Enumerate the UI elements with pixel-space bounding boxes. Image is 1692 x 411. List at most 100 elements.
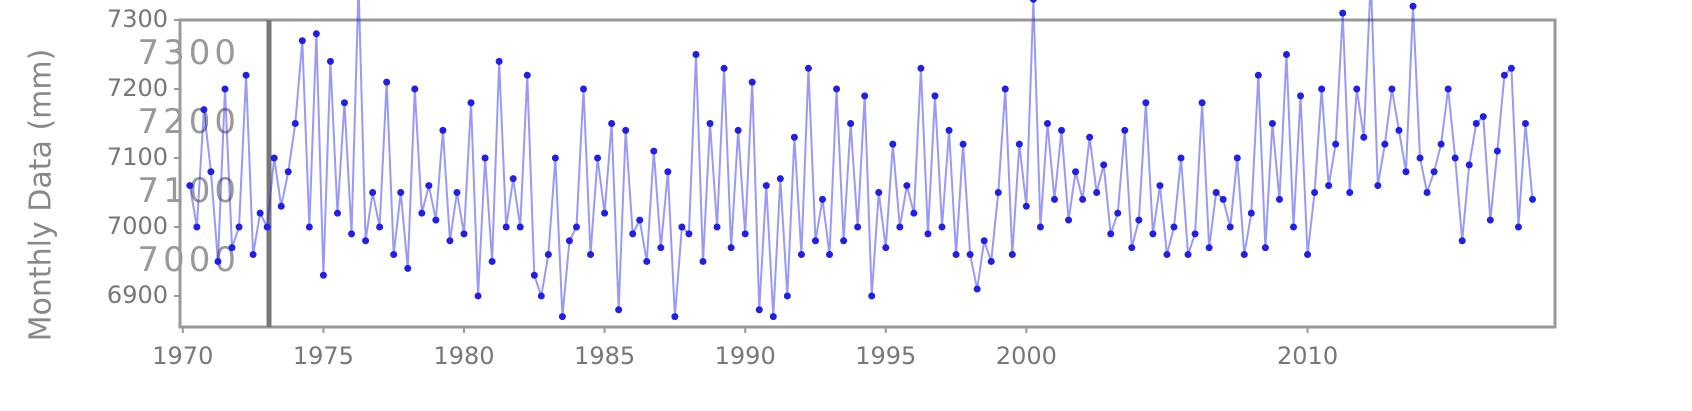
data-point [1360, 133, 1368, 141]
data-point [601, 209, 609, 217]
data-point [875, 188, 883, 196]
data-point [833, 85, 841, 93]
data-point [826, 251, 834, 259]
data-point [284, 168, 292, 176]
data-point [840, 237, 848, 245]
data-point [882, 244, 890, 252]
data-point [502, 223, 510, 231]
data-point [1170, 223, 1178, 231]
plot-frame [178, 18, 1557, 329]
data-point [362, 237, 370, 245]
data-point [1521, 119, 1529, 127]
data-point [769, 313, 777, 321]
data-point [847, 119, 855, 127]
data-point [1100, 161, 1108, 169]
data-point [973, 285, 981, 293]
data-point [1409, 2, 1417, 10]
ghost-y-tick-label: 7300 [137, 33, 240, 73]
data-point [762, 182, 770, 190]
data-point [987, 257, 995, 265]
data-point [678, 223, 686, 231]
data-point [1043, 119, 1051, 127]
data-point [657, 244, 665, 252]
data-point [776, 175, 784, 183]
data-point [495, 57, 503, 65]
data-point [221, 85, 229, 93]
data-point [1297, 92, 1305, 100]
data-point [748, 78, 756, 86]
data-point [594, 154, 602, 162]
x-tick-label: 2000 [996, 342, 1057, 370]
data-point [1486, 216, 1494, 224]
data-point [453, 188, 461, 196]
data-point [804, 64, 812, 72]
data-point [1121, 126, 1129, 134]
data-point [277, 202, 285, 210]
data-point [1318, 85, 1326, 93]
data-point [1423, 188, 1431, 196]
data-point [200, 106, 208, 114]
data-point [1177, 154, 1185, 162]
data-point [699, 257, 707, 265]
data-point [741, 230, 749, 238]
data-point [1507, 64, 1515, 72]
data-point [1029, 0, 1037, 3]
data-point [931, 92, 939, 100]
data-point [868, 292, 876, 300]
data-point [1437, 140, 1445, 148]
data-point [1346, 188, 1354, 196]
data-point [460, 230, 468, 238]
x-tick-label: 1985 [574, 342, 635, 370]
data-point [790, 133, 798, 141]
data-point [411, 85, 419, 93]
data-point [467, 99, 475, 107]
y-tick-label: 7300 [107, 5, 168, 33]
data-point [622, 126, 630, 134]
data-point [186, 182, 194, 190]
data-point [1430, 168, 1438, 176]
data-point [1086, 133, 1094, 141]
data-point [228, 244, 236, 252]
data-point [994, 188, 1002, 196]
data-point [671, 313, 679, 321]
data-point [1072, 168, 1080, 176]
data-point [1493, 147, 1501, 155]
data-point [1388, 85, 1396, 93]
data-point [235, 223, 243, 231]
data-point [797, 251, 805, 259]
data-point [1036, 223, 1044, 231]
data-point [1163, 251, 1171, 259]
data-point [558, 313, 566, 321]
data-point [1472, 119, 1480, 127]
data-point [1058, 126, 1066, 134]
data-point [587, 251, 595, 259]
data-point [1289, 223, 1297, 231]
data-point [1282, 50, 1290, 58]
data-point [1416, 154, 1424, 162]
data-point [509, 175, 517, 183]
data-point [720, 64, 728, 72]
data-point [1156, 182, 1164, 190]
data-point [488, 257, 496, 265]
data-point [1142, 99, 1150, 107]
data-point [1458, 237, 1466, 245]
data-point [523, 71, 531, 79]
data-point [263, 223, 271, 231]
data-point [1254, 71, 1262, 79]
data-point [1381, 140, 1389, 148]
data-point [326, 57, 334, 65]
data-point [692, 50, 700, 58]
data-point [1311, 188, 1319, 196]
data-point [903, 182, 911, 190]
data-point [643, 257, 651, 265]
data-point [854, 223, 862, 231]
x-tick-label: 1980 [433, 342, 494, 370]
data-point [439, 126, 447, 134]
data-point [664, 168, 672, 176]
data-point [214, 257, 222, 265]
data-point [636, 216, 644, 224]
data-point [1479, 113, 1487, 121]
data-point [713, 223, 721, 231]
data-point [305, 223, 313, 231]
